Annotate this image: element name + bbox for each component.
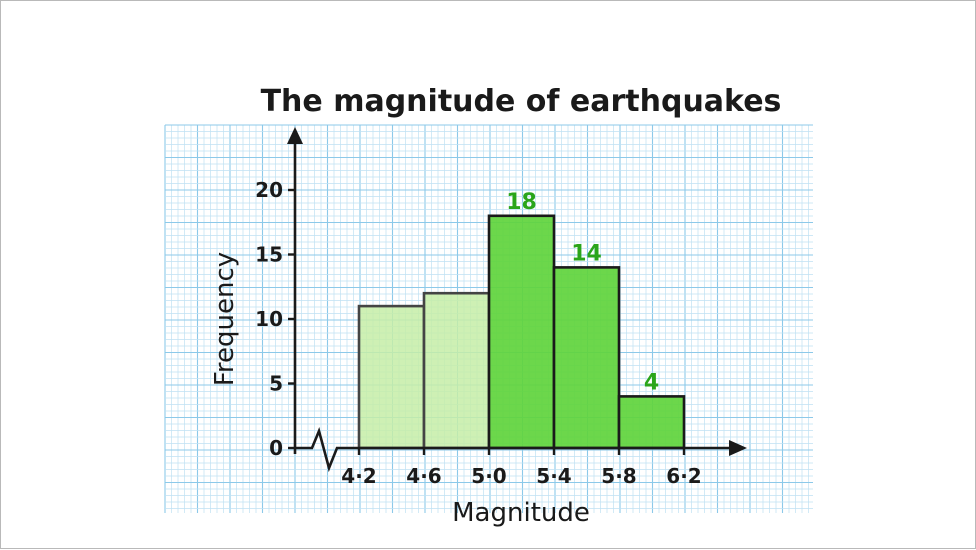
histogram-bar-3 — [487, 214, 556, 450]
x-axis-arrowhead — [729, 440, 747, 456]
bars-group — [357, 214, 686, 450]
histogram-bar-1 — [357, 304, 426, 450]
x-axis-line-with-break — [295, 426, 729, 473]
y-tick-label: 10 — [255, 307, 283, 331]
chart-title: The magnitude of earthquakes — [261, 84, 782, 119]
histogram-bar-5 — [617, 395, 686, 450]
data-labels-group: 18 14 4 — [506, 190, 659, 396]
x-tick-label: 4·2 — [341, 464, 376, 488]
y-tick-label: 15 — [255, 243, 283, 267]
x-tick-label: 5·4 — [536, 464, 571, 488]
axes-group — [287, 127, 747, 473]
histogram-bar-2 — [422, 291, 491, 450]
y-axis-label: Frequency — [210, 252, 240, 386]
bar-value-label: 14 — [571, 241, 602, 266]
bar-value-label: 4 — [644, 370, 659, 395]
x-tick-label: 6·2 — [666, 464, 701, 488]
bar-value-label: 18 — [506, 190, 537, 215]
x-tick-label: 5·0 — [471, 464, 506, 488]
y-tick-label: 20 — [255, 178, 283, 202]
y-tick-label: 5 — [269, 372, 283, 396]
y-tick-label: 0 — [269, 436, 283, 460]
histogram-bar-4 — [552, 266, 621, 450]
ticks-group: 4·2 4·6 5·0 5·4 5·8 6·2 0 5 10 15 20 — [255, 178, 702, 488]
x-axis-label: Magnitude — [452, 498, 590, 528]
x-tick-label: 5·8 — [601, 464, 636, 488]
y-axis-arrowhead — [287, 127, 303, 144]
x-tick-label: 4·6 — [406, 464, 441, 488]
